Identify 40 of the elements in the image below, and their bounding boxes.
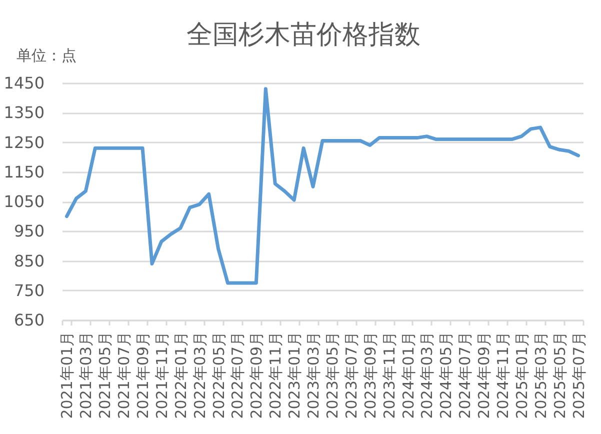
y-tick-label: 750 — [14, 280, 44, 300]
y-tick-label: 1350 — [4, 103, 44, 122]
x-tick-label: 2022年05月 — [210, 332, 228, 419]
x-tick-label: 2024年09月 — [475, 332, 494, 419]
x-tick-label: 2023年03月 — [304, 332, 323, 419]
x-tick-label: 2023年09月 — [361, 332, 380, 419]
y-tick-label: 850 — [14, 251, 44, 270]
y-tick-label: 950 — [14, 222, 44, 241]
x-tick-label: 2023年07月 — [342, 332, 360, 419]
x-tick-label: 2024年11月 — [494, 332, 512, 419]
chart-title: 全国杉木苗价格指数 — [186, 20, 420, 50]
x-tick-label: 2022年09月 — [248, 332, 266, 419]
y-tick-label: 1450 — [4, 74, 44, 92]
y-axis-title: 单位：点 — [16, 46, 76, 64]
y-tick-label: 1150 — [4, 162, 44, 182]
x-tick-label: 2023年01月 — [286, 332, 304, 419]
x-tick-label: 2021年03月 — [77, 332, 96, 419]
x-tick-label: 2021年07月 — [115, 332, 134, 419]
x-tick-label: 2024年07月 — [456, 332, 474, 419]
x-tick-label: 2023年11月 — [380, 332, 398, 419]
x-tick-label: 2022年07月 — [228, 332, 247, 419]
y-tick-label: 1250 — [4, 132, 44, 152]
y-tick-label: 650 — [14, 310, 44, 330]
x-tick-label: 2021年05月 — [96, 332, 114, 419]
x-tick-label: 2022年03月 — [190, 332, 209, 419]
x-tick-label: 2025年05月 — [550, 332, 569, 419]
y-tick-label: 1050 — [4, 192, 44, 211]
x-tick-label: 2024年03月 — [418, 332, 436, 419]
x-tick-label: 2024年01月 — [399, 332, 418, 419]
x-tick-label: 2025年01月 — [512, 332, 531, 419]
x-tick-label: 2022年11月 — [266, 332, 285, 419]
x-tick-label: 2021年01月 — [58, 332, 76, 419]
x-tick-label: 2021年11月 — [152, 332, 171, 419]
x-tick-label: 2024年05月 — [437, 332, 456, 419]
x-tick-label: 2023年05月 — [323, 332, 342, 419]
line-series — [64, 87, 580, 285]
x-tick-label: 2021年09月 — [134, 332, 152, 419]
x-tick-label: 2025年03月 — [532, 332, 550, 419]
x-tick-label: 2025年07月 — [570, 332, 588, 419]
x-tick-label: 2022年01月 — [172, 332, 190, 419]
